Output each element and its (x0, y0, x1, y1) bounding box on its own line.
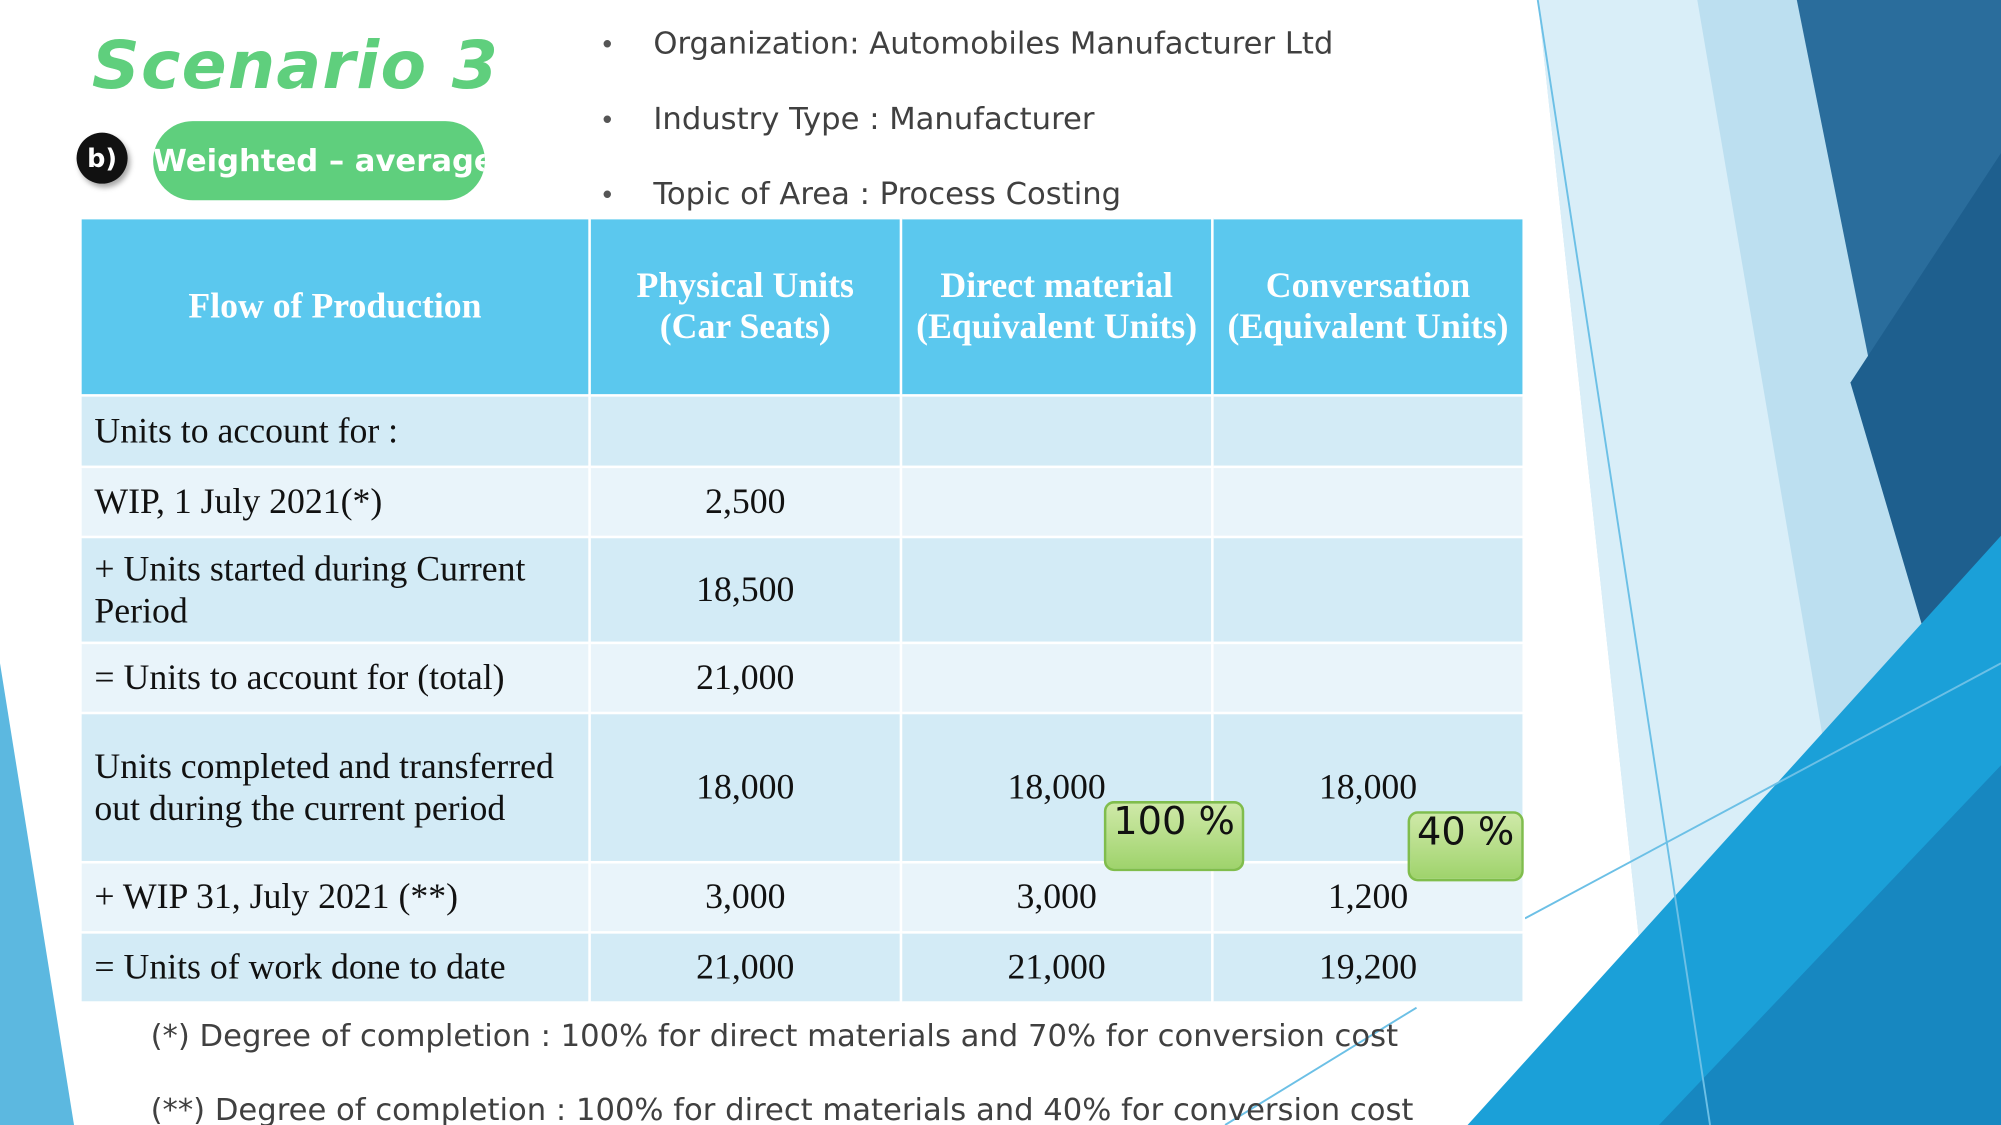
table-cell (899, 465, 1214, 539)
bullet: Industry Type : Manufacturer (600, 93, 1334, 168)
table-cell: 21,000 (588, 931, 903, 1004)
table-row: = Units of work done to date 21,000 21,000… (79, 931, 1525, 1004)
table-row: WIP, 1 July 2021(*) 2,500 (79, 465, 1525, 539)
table-row: + Units started during Current Period 18,… (79, 535, 1525, 645)
table-cell: 21,000 (588, 641, 903, 715)
callout: 100 % (1103, 801, 1245, 872)
table-cell (1211, 394, 1525, 469)
footnote: (*) Degree of completion : 100% for dire… (150, 1017, 1399, 1054)
table-cell: = Units of work done to date (79, 931, 591, 1004)
header-row: Flow of Production Physical Units (Car Se… (79, 216, 1525, 397)
table-cell: WIP, 1 July 2021(*) (79, 465, 591, 539)
table-cell: 21,000 (899, 931, 1214, 1004)
table-cell (588, 394, 903, 469)
footnote: (**) Degree of completion : 100% for dir… (150, 1091, 1414, 1125)
table-cell: 18,500 (588, 535, 903, 645)
callout: 40 % (1407, 811, 1524, 882)
table-cell: Units completed and transferred out duri… (79, 711, 591, 864)
table-cell: 19,200 (1211, 931, 1525, 1004)
bullet: Topic of Area : Process Costing (600, 168, 1334, 243)
header-cell: Conversation (Equivalent Units) (1211, 216, 1525, 397)
table-cell: 18,000 (588, 711, 903, 864)
table-cell: 3,000 (899, 860, 1214, 934)
bullet: Organization: Automobiles Manufacturer L… (600, 18, 1333, 93)
method-pill: Weighted – average (153, 121, 485, 201)
table-row: Units to account for : (79, 394, 1525, 469)
table-row: + WIP 31, July 2021 (**) 3,000 3,000 1,200 (79, 860, 1525, 934)
table: Flow of Production Physical Units (Car Se… (79, 216, 1525, 1004)
table-cell (1211, 535, 1525, 645)
table-cell: 2,500 (588, 465, 903, 539)
header-cell: Flow of Production (79, 216, 591, 397)
table-cell: 3,000 (588, 860, 903, 934)
table-row: = Units to account for (total) 21,000 (79, 641, 1525, 715)
table-body: Units to account for : WIP, 1 July 2021(*… (79, 394, 1525, 1004)
table-cell: Units to account for : (79, 394, 591, 469)
table-cell (1211, 465, 1525, 539)
table-cell: = Units to account for (total) (79, 641, 591, 715)
table-cell (899, 394, 1214, 469)
table-cell (899, 535, 1214, 645)
bullet-list: Organization: Automobiles Manufacturer L… (600, 18, 1334, 244)
table-cell (899, 641, 1214, 715)
table-cell: + WIP 31, July 2021 (**) (79, 860, 591, 934)
header-cell: Direct material (Equivalent Units) (899, 216, 1214, 397)
badge: b) (76, 132, 128, 184)
table-cell (1211, 641, 1525, 715)
title: Scenario 3 (91, 28, 500, 105)
table-cell: + Units started during Current Period (79, 535, 591, 645)
header-cell: Physical Units (Car Seats) (588, 216, 903, 397)
table-row: Units completed and transferred out duri… (79, 711, 1525, 864)
